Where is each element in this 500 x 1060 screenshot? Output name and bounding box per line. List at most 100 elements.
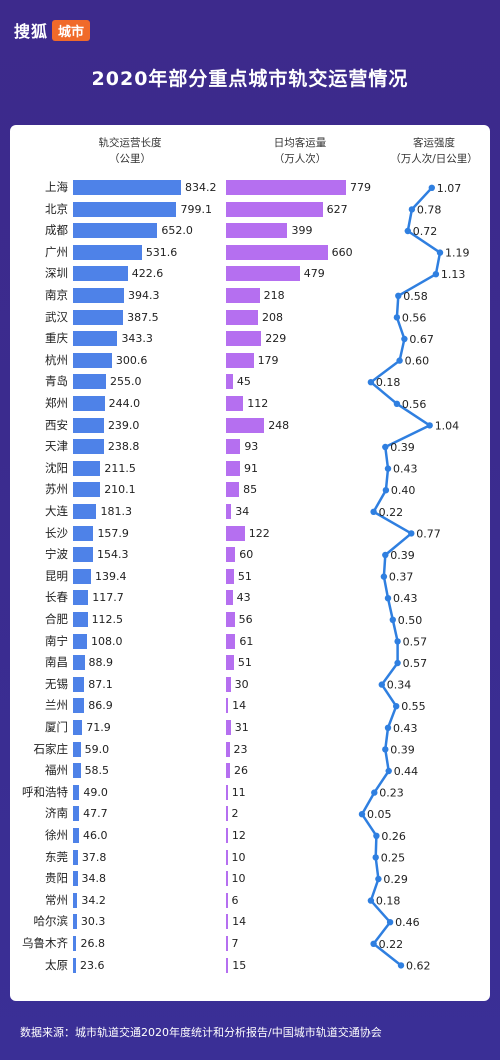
length-value-label: 87.1 — [88, 677, 113, 691]
passenger-value-label: 91 — [244, 461, 259, 475]
length-value-label: 59.0 — [84, 742, 110, 756]
length-value-label: 49.0 — [83, 785, 108, 799]
page-title: 2020年部分重点城市轨交运营情况 — [91, 68, 409, 90]
passenger-bar — [226, 180, 346, 195]
city-label: 北京 — [45, 201, 68, 216]
passenger-value-label: 11 — [231, 785, 246, 799]
intensity-point — [394, 659, 401, 667]
table-row: 常州 34.2 6 — [10, 890, 490, 912]
length-bar — [73, 914, 77, 930]
intensity-point — [428, 184, 435, 191]
intensity-point — [382, 746, 389, 753]
passenger-bar — [226, 590, 233, 606]
city-label: 呼和浩特 — [22, 784, 68, 799]
intensity-point — [384, 595, 392, 602]
table-row: 南昌 88.9 51 — [10, 652, 490, 674]
city-label: 乌鲁木齐 — [22, 936, 68, 950]
passenger-value-label: 399 — [291, 224, 313, 238]
passenger-bar — [226, 763, 230, 779]
intensity-value-label: 0.40 — [391, 484, 416, 497]
intensity-value-label: 0.18 — [376, 895, 401, 908]
length-bar — [73, 763, 81, 779]
intensity-value-label: 0.77 — [416, 527, 441, 540]
table-row: 呼和浩特 49.0 11 — [10, 782, 490, 804]
passenger-value-label: 43 — [236, 591, 251, 605]
length-header-unit: （公里） — [109, 153, 151, 165]
passenger-value-label: 93 — [244, 440, 259, 454]
intensity-value-label: 0.43 — [393, 463, 418, 476]
length-bar — [73, 180, 181, 195]
intensity-value-label: 0.22 — [379, 506, 404, 519]
length-bar — [73, 957, 77, 973]
passenger-bar — [226, 741, 230, 757]
length-bar — [73, 266, 128, 282]
passenger-value-label: 31 — [234, 721, 249, 734]
table-row: 济南 47.7 2 — [10, 803, 490, 825]
table-row: 石家庄 59.0 23 — [10, 739, 490, 761]
table-row: 哈尔滨 30.3 14 — [10, 911, 490, 933]
passenger-bar — [226, 201, 323, 217]
passenger-bar — [226, 460, 241, 476]
passenger-bar — [226, 417, 265, 433]
city-label: 厦门 — [45, 720, 68, 734]
passenger-header-unit: （万人次） — [273, 153, 327, 165]
table-row: 福州 58.5 26 — [10, 760, 490, 782]
passenger-bar — [226, 676, 231, 692]
passenger-column-header: 日均客运量 （万人次） — [230, 135, 370, 167]
city-label: 常州 — [45, 892, 68, 907]
intensity-value-label: 0.34 — [387, 679, 412, 692]
city-label: 上海 — [45, 180, 68, 194]
length-bar — [73, 936, 77, 951]
passenger-bar — [226, 482, 240, 498]
passenger-bar — [226, 223, 288, 239]
length-value-label: 154.3 — [96, 548, 129, 562]
intensity-point — [382, 487, 390, 494]
passenger-value-label: 15 — [232, 958, 247, 972]
passenger-value-label: 122 — [248, 526, 270, 540]
length-bar — [73, 676, 85, 692]
sohu-city-logo: 搜狐 城市 — [14, 18, 91, 42]
intensity-value-label: 0.50 — [398, 614, 423, 627]
table-row: 长春 117.7 43 — [10, 587, 490, 609]
length-bar — [73, 590, 89, 606]
intensity-line-chart: 1.07 0.78 0.72 1.19 1.13 0.58 0.56 0.67 0.60 0.18… — [358, 182, 470, 972]
table-row: 大连 181.3 34 — [10, 501, 490, 523]
table-row: 长沙 157.9 122 — [10, 523, 490, 545]
table-row: 北京 799.1 627 — [10, 199, 490, 221]
length-value-label: 88.9 — [88, 656, 114, 670]
intensity-value-label: 0.62 — [406, 959, 431, 972]
chart-card: 轨交运营长度 （公里） 日均客运量 （万人次） 客运强度 （万人次/日公里） 上… — [10, 125, 490, 1001]
intensity-point — [408, 206, 416, 213]
table-row: 西安 239.0 248 — [10, 415, 490, 437]
length-value-label: 238.8 — [107, 440, 140, 454]
passenger-bar — [226, 633, 236, 649]
length-bar — [73, 504, 97, 519]
length-value-label: 300.6 — [115, 353, 148, 367]
city-label: 郑州 — [45, 396, 68, 410]
passenger-bar — [226, 698, 229, 714]
intensity-point — [426, 422, 433, 429]
passenger-value-label: 208 — [262, 310, 284, 324]
intensity-value-label: 0.78 — [417, 203, 442, 216]
passenger-bar — [226, 288, 260, 303]
table-row: 深圳 422.6 479 — [10, 263, 490, 285]
city-label: 南昌 — [45, 655, 68, 670]
length-bar — [73, 633, 87, 649]
table-row: 乌鲁木齐 26.8 7 — [10, 933, 490, 955]
intensity-value-label: 1.13 — [441, 268, 466, 281]
passenger-value-label: 112 — [247, 397, 269, 410]
city-label: 杭州 — [45, 352, 68, 367]
city-label: 兰州 — [45, 698, 68, 713]
length-bar — [73, 223, 158, 239]
city-label: 太原 — [45, 957, 68, 972]
table-row: 昆明 139.4 51 — [10, 566, 490, 588]
table-row: 武汉 387.5 208 — [10, 307, 490, 329]
intensity-value-label: 0.37 — [389, 571, 414, 584]
intensity-point — [372, 854, 379, 861]
length-column-header: 轨交运营长度 （公里） — [70, 135, 190, 167]
intensity-point — [396, 357, 403, 364]
passenger-value-label: 14 — [232, 699, 247, 713]
intensity-point — [373, 832, 380, 839]
length-bar — [73, 784, 80, 800]
passenger-bar — [226, 828, 228, 843]
